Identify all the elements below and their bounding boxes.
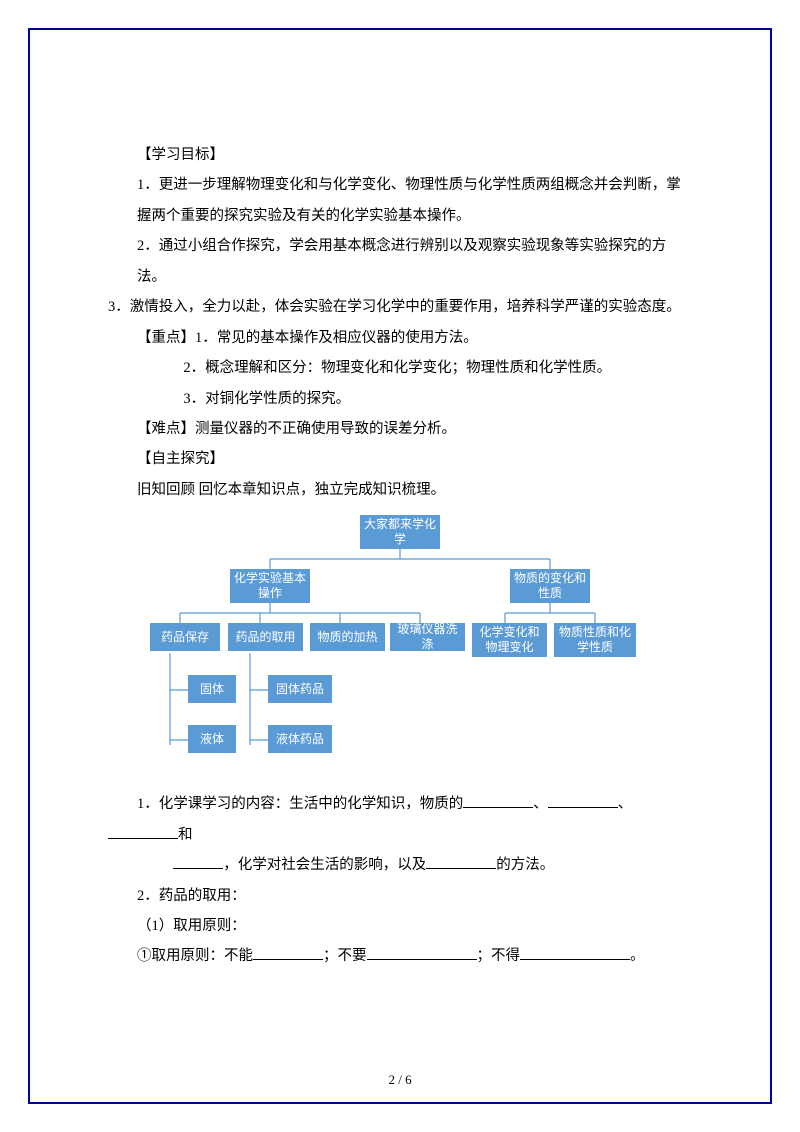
q211-a: ①取用原则：不能 bbox=[137, 948, 253, 964]
review-text: 旧知回顾 回忆本章知识点，独立完成知识梳理。 bbox=[108, 475, 692, 505]
q211-b: ；不要 bbox=[323, 948, 367, 964]
node-l2a: 化学实验基本操作 bbox=[230, 569, 310, 603]
q1-text-a: 1．化学课学习的内容：生活中的化学知识，物质的 bbox=[137, 796, 463, 812]
blank bbox=[367, 946, 477, 961]
node-l4c: 固体药品 bbox=[268, 675, 332, 703]
node-l3d: 玻璃仪器洗涤 bbox=[390, 623, 465, 651]
node-root: 大家都来学化学 bbox=[360, 515, 440, 549]
node-l3b: 药品的取用 bbox=[228, 623, 303, 651]
question-2-1: （1）取用原则： bbox=[108, 911, 692, 941]
keypoint-2: 2．概念理解和区分：物理变化和化学变化；物理性质和化学性质。 bbox=[108, 353, 692, 383]
blank bbox=[108, 824, 178, 839]
page-footer: 2 / 6 bbox=[0, 1072, 800, 1088]
q1-text-d: 和 bbox=[178, 827, 193, 843]
blank bbox=[173, 855, 223, 870]
objective-3: 3．激情投入，全力以赴，体会实验在学习化学中的重要作用，培养科学严谨的实验态度。 bbox=[108, 292, 692, 322]
difficult-line: 【难点】测量仪器的不正确使用导致的误差分析。 bbox=[108, 414, 692, 444]
keypoints-line1: 【重点】1．常见的基本操作及相应仪器的使用方法。 bbox=[108, 323, 692, 353]
blank bbox=[426, 855, 496, 870]
document-body: 【学习目标】 1．更进一步理解物理变化和与化学变化、物理性质与化学性质两组概念并… bbox=[108, 140, 692, 972]
page-sep: / bbox=[395, 1072, 405, 1087]
node-l3e: 化学变化和物理变化 bbox=[472, 623, 547, 657]
explore-header: 【自主探究】 bbox=[108, 444, 692, 474]
q1-text-f: 的方法。 bbox=[496, 857, 554, 873]
node-l4b: 液体 bbox=[188, 725, 236, 753]
q211-d: 。 bbox=[630, 948, 645, 964]
q1-text-b: 、 bbox=[533, 796, 548, 812]
keypoint-3: 3．对铜化学性质的探究。 bbox=[108, 384, 692, 414]
blank bbox=[520, 946, 630, 961]
q211-c: ；不得 bbox=[477, 948, 521, 964]
difficult-text: 测量仪器的不正确使用导致的误差分析。 bbox=[195, 421, 456, 437]
q1-text-c: 、 bbox=[618, 796, 633, 812]
q1-text-e: ，化学对社会生活的影响，以及 bbox=[223, 857, 426, 873]
node-l4d: 液体药品 bbox=[268, 725, 332, 753]
question-1-cont: ，化学对社会生活的影响，以及 的方法。 bbox=[108, 850, 692, 880]
objective-1: 1．更进一步理解物理变化和与化学变化、物理性质与化学性质两组概念并会判断，掌握两… bbox=[108, 170, 692, 231]
question-2-1-1: ①取用原则：不能 ；不要 ；不得 。 bbox=[108, 941, 692, 971]
difficult-header: 【难点】 bbox=[137, 421, 195, 437]
concept-map: 大家都来学化学 化学实验基本操作 物质的变化和性质 药品保存 药品的取用 物质的… bbox=[150, 515, 650, 775]
blank bbox=[463, 794, 533, 809]
node-l3f: 物质性质和化学性质 bbox=[554, 623, 636, 657]
node-l3c: 物质的加热 bbox=[310, 623, 385, 651]
blank bbox=[253, 946, 323, 961]
keypoint-1: 1．常见的基本操作及相应仪器的使用方法。 bbox=[195, 330, 478, 346]
keypoints-header: 【重点】 bbox=[137, 330, 195, 346]
question-1: 1．化学课学习的内容：生活中的化学知识，物质的 、 、和 bbox=[108, 789, 692, 850]
node-l2b: 物质的变化和性质 bbox=[510, 569, 590, 603]
node-l4a: 固体 bbox=[188, 675, 236, 703]
page-total: 6 bbox=[405, 1072, 412, 1087]
question-2: 2．药品的取用： bbox=[108, 881, 692, 911]
node-l3a: 药品保存 bbox=[150, 623, 220, 651]
objectives-header: 【学习目标】 bbox=[108, 140, 692, 170]
objective-2: 2．通过小组合作探究，学会用基本概念进行辨别以及观察实验现象等实验探究的方法。 bbox=[108, 231, 692, 292]
blank bbox=[548, 794, 618, 809]
